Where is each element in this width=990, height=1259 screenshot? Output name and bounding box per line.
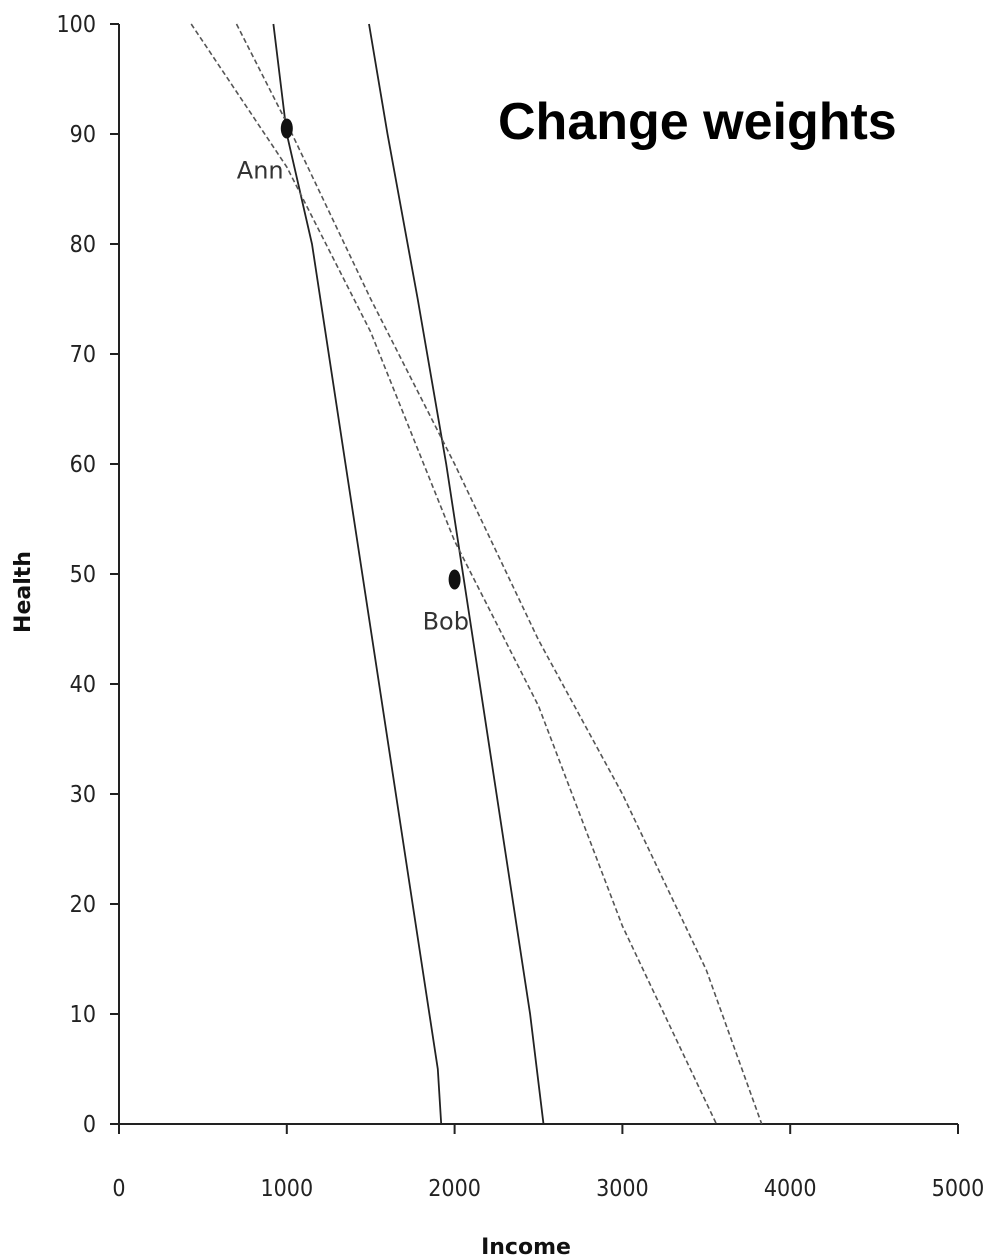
solid-series-line-2 <box>368 23 545 1125</box>
x-tick-label: 0 <box>112 1176 125 1202</box>
y-tick-label: 100 <box>57 12 97 38</box>
chart-title: Change weights <box>498 93 897 151</box>
y-tick-label: 10 <box>70 1002 96 1028</box>
point-ann <box>280 118 293 139</box>
y-axis-title: Health <box>11 551 36 633</box>
points-layer <box>280 118 461 590</box>
series-layer <box>190 23 763 1125</box>
y-tick-label: 40 <box>70 672 96 698</box>
point-bob <box>448 569 461 590</box>
y-tick-label: 30 <box>70 782 96 808</box>
dashed-series-line-4 <box>235 23 763 1125</box>
solid-series-line-1 <box>272 23 443 1125</box>
point-label-ann: Ann <box>237 157 284 185</box>
y-tick-label: 90 <box>70 122 96 148</box>
x-tick-label: 3000 <box>596 1176 649 1202</box>
x-tick-label: 4000 <box>764 1176 817 1202</box>
y-tick-label: 70 <box>70 342 96 368</box>
x-tick-label: 1000 <box>260 1176 313 1202</box>
x-tick-label: 2000 <box>428 1176 481 1202</box>
x-tick-label: 5000 <box>932 1176 985 1202</box>
x-axis-title: Income <box>481 1235 571 1259</box>
dashed-series-line-3 <box>190 23 718 1125</box>
y-tick-label: 80 <box>70 232 96 258</box>
y-tick-label: 50 <box>70 562 96 588</box>
y-tick-label: 60 <box>70 452 96 478</box>
y-tick-label: 0 <box>83 1112 96 1138</box>
labels-layer: Ann Bob <box>237 157 469 636</box>
y-tick-label: 20 <box>70 892 96 918</box>
point-label-bob: Bob <box>423 608 469 636</box>
